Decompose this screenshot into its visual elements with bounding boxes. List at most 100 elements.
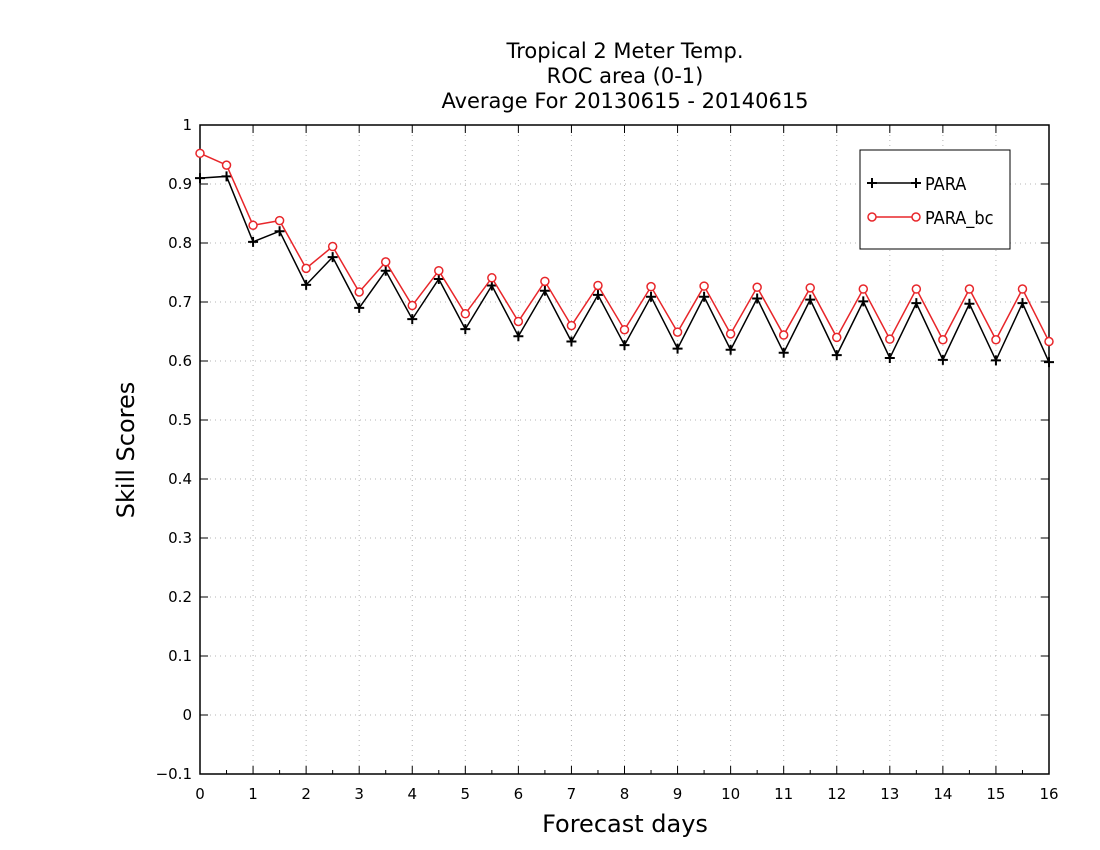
x-axis-label: Forecast days [542,810,708,838]
data-point-para [327,252,338,263]
data-point-para-bc [301,263,311,274]
data-point-para [460,324,471,335]
x-tick-label: 15 [986,785,1005,803]
data-point-para-bc [1017,284,1028,294]
chart-title: Tropical 2 Meter Temp. ROC area (0-1) Av… [441,39,808,113]
data-point-para-bc [646,281,656,292]
x-tick-label: 1 [248,785,258,803]
y-tick-label: 0.7 [168,293,192,311]
x-tick-label: 13 [880,785,899,803]
legend-label-para: PARA [925,174,966,195]
data-point-para-bc [805,283,815,293]
data-point-para [1017,298,1028,309]
y-tick-label: 0.6 [168,352,192,370]
data-point-para [619,340,630,351]
data-point-para [407,314,418,325]
x-tick-label: 12 [827,785,846,803]
data-point-para-bc [938,335,948,345]
data-point-para [433,273,444,284]
data-point-para-bc [672,327,683,337]
data-point-para-bc [885,334,895,344]
x-tick-label: 10 [721,785,740,803]
y-tick-label: 0.3 [168,529,192,547]
series-para-bc [195,148,1054,347]
data-point-para-bc [778,330,789,340]
data-point-para [778,347,789,358]
x-tick-label: 8 [620,785,630,803]
data-point-para-bc [858,284,869,294]
grid [200,125,1049,774]
legend-marker-para-2 [911,178,921,188]
data-point-para [354,302,365,313]
x-tick-label: 2 [301,785,311,803]
data-point-para-bc [195,148,205,159]
data-point-para [248,236,259,247]
data-point-para [380,265,391,276]
data-point-para [858,296,869,307]
y-tick-label: 0.4 [168,470,192,488]
data-point-para-bc [407,300,417,311]
data-point-para [672,343,683,354]
data-point-para-bc [540,276,550,287]
x-tick-label: 14 [933,785,952,803]
data-point-para-bc [274,215,285,226]
data-point-para-bc [725,329,736,339]
x-tick-label: 9 [673,785,683,803]
data-point-para [195,173,205,184]
y-tick-label: 0.1 [168,647,192,665]
x-tick-label: 3 [354,785,364,803]
y-tick-label: 0.8 [168,234,192,252]
legend: PARA PARA_bc [859,149,1011,250]
legend-marker-para-bc-2 [911,212,921,222]
x-tick-label: 4 [407,785,417,803]
legend-marker-para-bc-1 [867,212,877,222]
data-point-para [221,171,232,182]
data-point-para-bc [911,284,922,294]
data-point-para-bc [380,257,391,267]
y-tick-label: 0.5 [168,411,192,429]
x-tick-label: 16 [1039,785,1058,803]
series-para [195,171,1054,368]
data-point-para-bc [354,287,364,297]
title-line-2: ROC area (0-1) [547,64,704,88]
data-point-para-bc [1044,336,1054,347]
y-tick-label: 0.9 [168,175,192,193]
data-point-para-bc [991,335,1001,345]
data-point-para-bc [248,220,258,231]
y-tick-label: 1 [182,116,192,134]
data-point-para [566,336,577,347]
y-tick-label: 0.2 [168,588,192,606]
legend-marker-para-1 [867,178,877,188]
series-layer [195,148,1054,368]
legend-label-para-bc: PARA_bc [925,208,994,229]
data-point-para [274,226,285,237]
title-line-3: Average For 20130615 - 20140615 [441,89,808,113]
data-point-para [592,289,603,300]
data-point-para [513,331,524,342]
data-point-para [911,298,922,309]
data-point-para-bc [327,241,338,252]
data-point-para-bc [221,160,232,170]
data-point-para [990,355,1001,366]
data-point-para [937,354,948,365]
data-point-para-bc [487,273,497,283]
data-point-para [964,298,975,309]
data-point-para [831,350,842,361]
data-point-para-bc [434,265,444,276]
data-point-para [1044,357,1054,368]
data-point-para [725,344,736,355]
x-axis: 0 1 2 3 4 5 6 7 8 9 10 11 12 13 14 15 16 [195,125,1059,803]
data-point-para-bc [593,280,603,291]
data-point-para-bc [752,282,762,292]
data-point-para [646,291,657,302]
y-axis-label: Skill Scores [112,382,140,519]
y-tick-label: −0.1 [156,765,192,783]
data-point-para-bc [566,320,577,331]
y-axis: −0.1 0 0.1 0.2 0.3 0.4 0.5 0.6 0.7 0.8 0.9 1 [156,116,1049,783]
data-point-para [884,353,895,364]
y-tick-label: 0 [182,706,192,724]
x-tick-label: 11 [774,785,793,803]
data-point-para-bc [832,332,842,343]
data-point-para-bc [619,324,630,335]
